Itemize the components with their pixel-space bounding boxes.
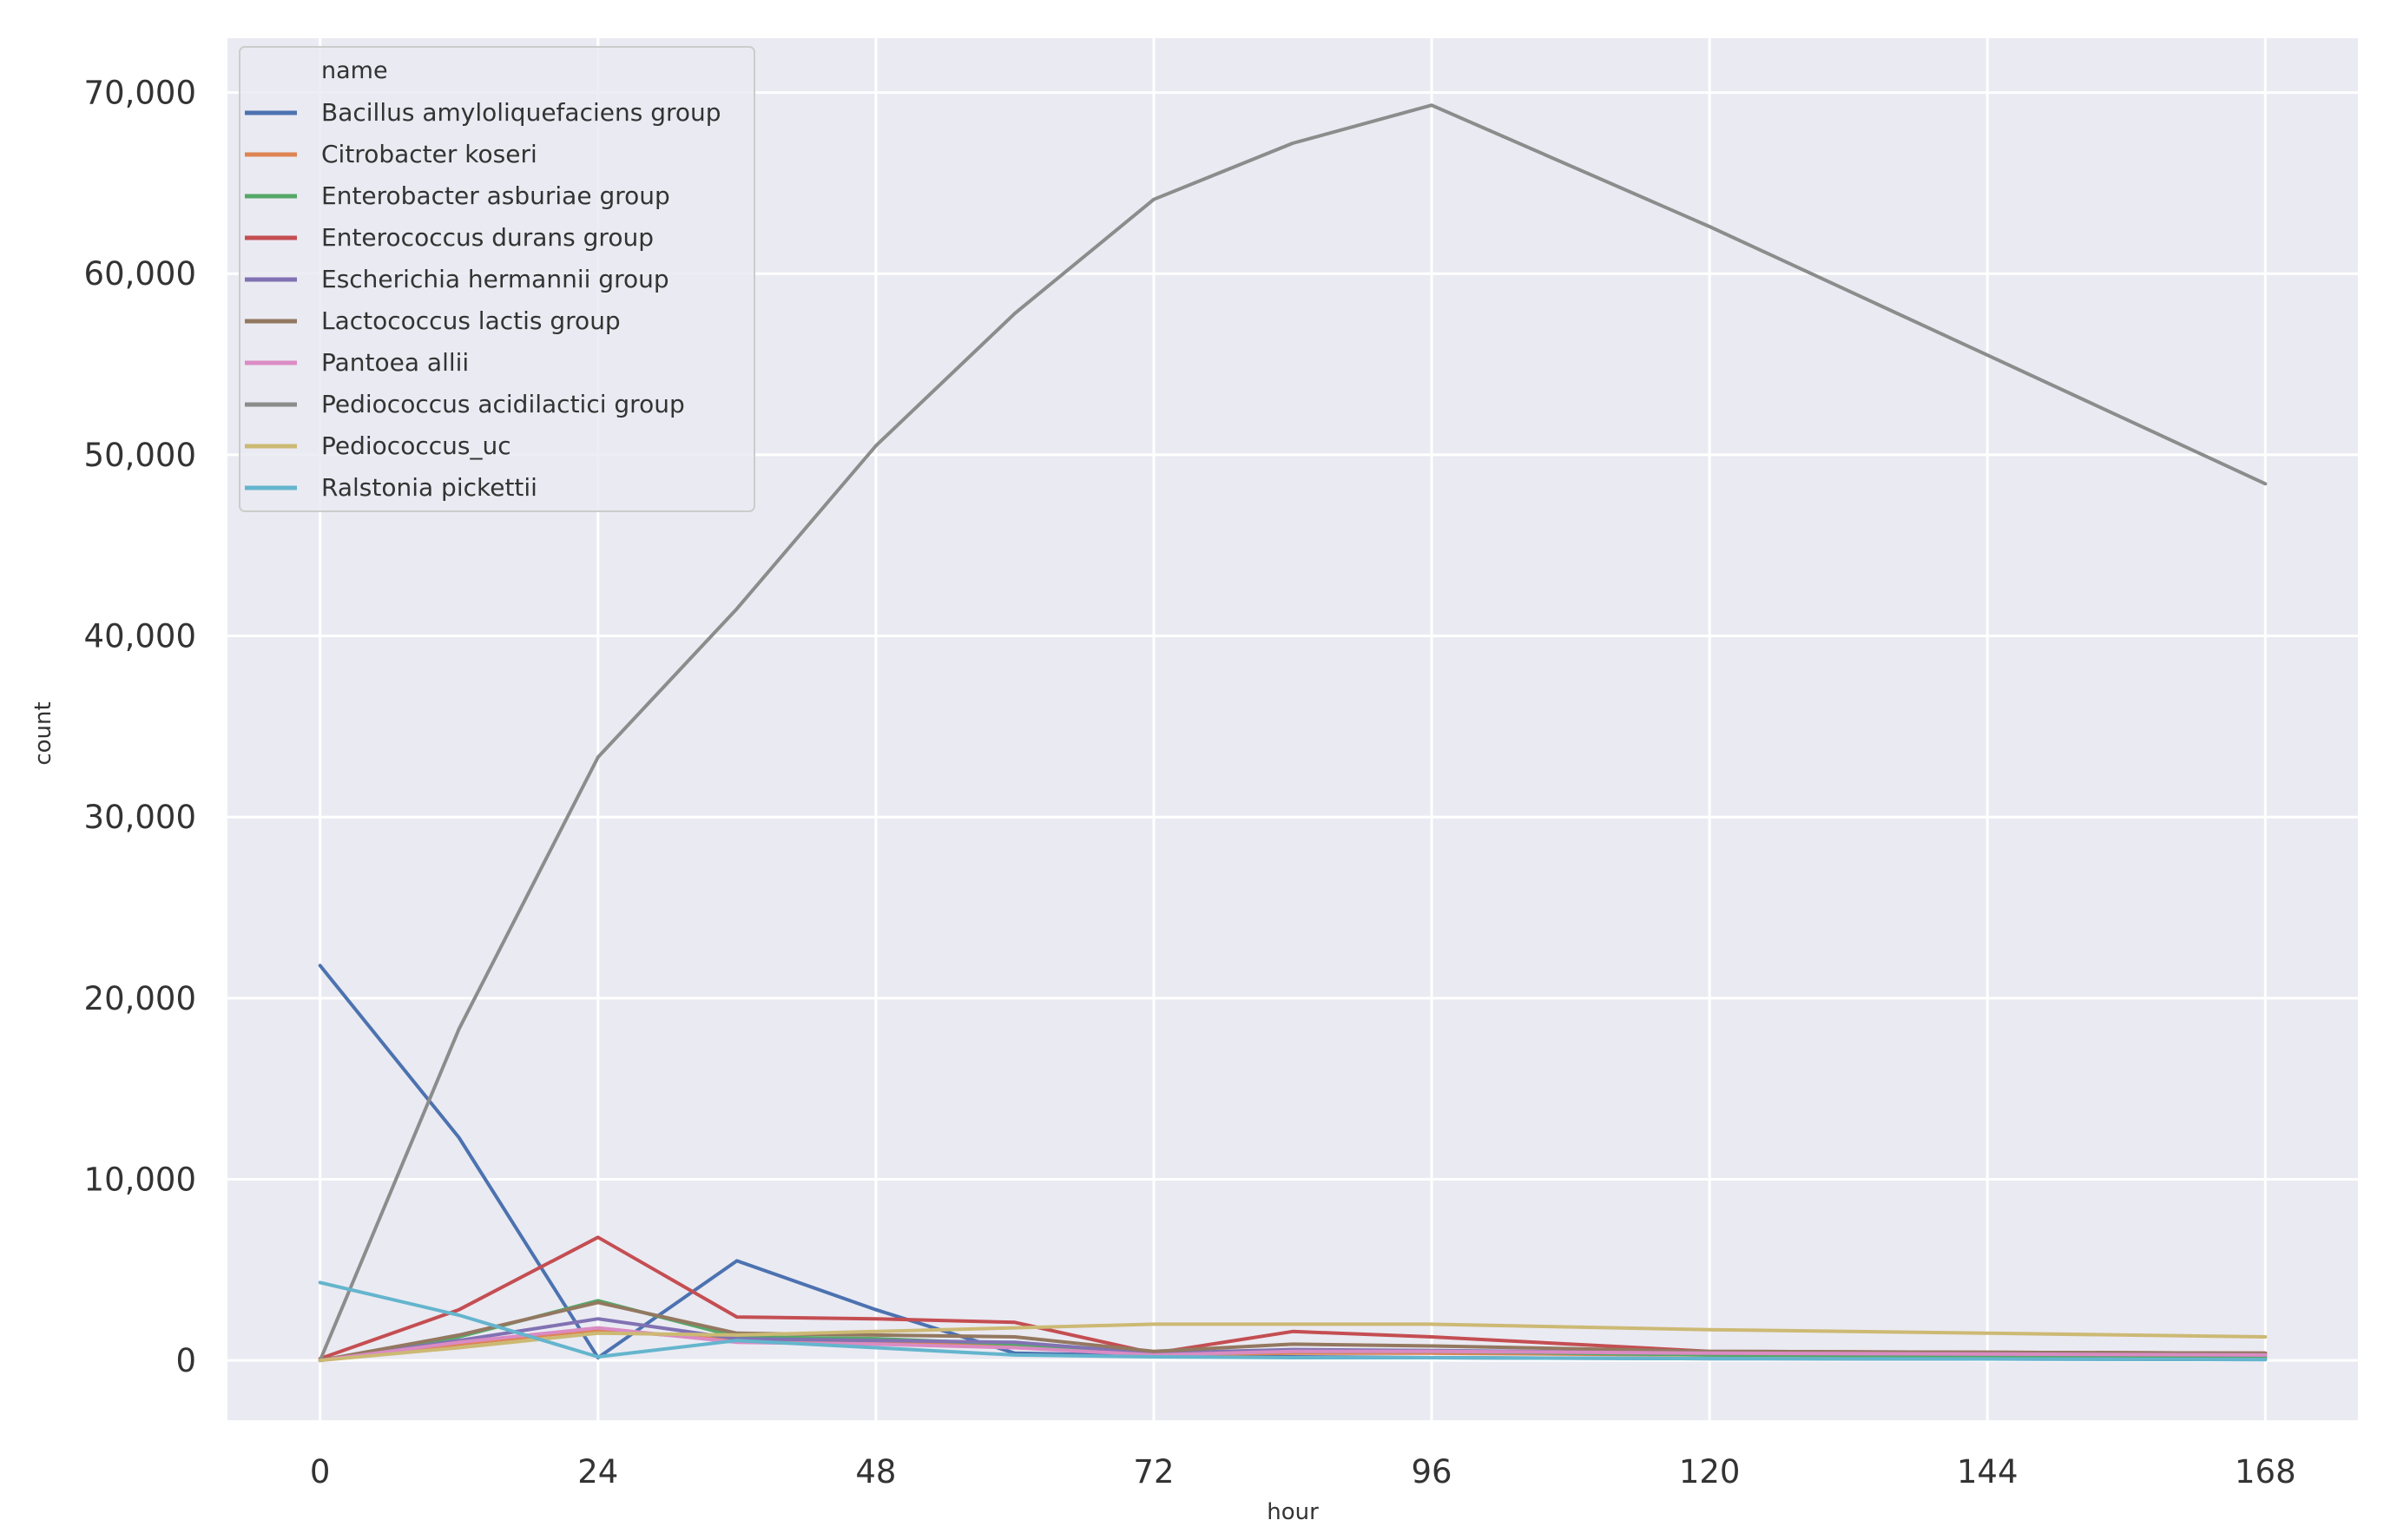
- legend-label: Enterobacter asburiae group: [321, 181, 670, 210]
- x-tick-label: 24: [577, 1453, 618, 1491]
- y-axis-label: count: [30, 701, 56, 765]
- x-tick-label: 48: [855, 1453, 896, 1491]
- legend-label: Lactococcus lactis group: [321, 306, 621, 335]
- series-line-8: [318, 1322, 2268, 1363]
- series-line-7: [318, 103, 2268, 1363]
- y-axis: 0 10,000 20,000 30,000 40,000 50,000 60,000 70,…: [84, 75, 196, 1380]
- legend-items: Bacillus amyloliquefaciens group Citrobac…: [245, 98, 721, 502]
- x-tick-label: 72: [1133, 1453, 1174, 1491]
- x-axis: 0 24 48 72 96 120 144 168: [310, 1453, 2296, 1491]
- legend-box: [239, 46, 755, 512]
- x-tick-label: 120: [1679, 1453, 1741, 1491]
- legend-label: Pediococcus_uc: [321, 431, 511, 460]
- series-lines: [318, 103, 2268, 1363]
- x-tick-label: 96: [1411, 1453, 1452, 1491]
- y-tick-label: 10,000: [84, 1161, 196, 1198]
- legend-label: Ralstonia pickettii: [321, 473, 537, 502]
- y-tick-label: 0: [175, 1342, 196, 1379]
- legend-label: Citrobacter koseri: [321, 140, 537, 168]
- y-tick-label: 20,000: [84, 980, 196, 1017]
- y-tick-label: 40,000: [84, 618, 196, 655]
- legend-label: Bacillus amyloliquefaciens group: [321, 98, 721, 127]
- legend-label: Escherichia hermannii group: [321, 265, 669, 293]
- legend-label: Enterococcus durans group: [321, 223, 654, 252]
- y-tick-label: 60,000: [84, 255, 196, 293]
- y-tick-label: 70,000: [84, 75, 196, 112]
- grid: [227, 38, 2358, 1420]
- x-axis-label: hour: [1267, 1499, 1319, 1525]
- legend-title: name: [321, 57, 388, 84]
- series-line-6: [318, 1326, 2268, 1363]
- series-line-5: [318, 1300, 2268, 1363]
- y-tick-label: 50,000: [84, 437, 196, 474]
- x-tick-label: 0: [310, 1453, 331, 1491]
- y-tick-label: 30,000: [84, 799, 196, 836]
- x-tick-label: 144: [1957, 1453, 2018, 1491]
- legend: name Bacillus amyloliquefaciens group Cit…: [239, 46, 755, 512]
- series-line-9: [318, 1280, 2268, 1362]
- legend-label: Pantoea allii: [321, 348, 469, 377]
- legend-label: Pediococcus acidilactici group: [321, 390, 685, 418]
- x-tick-label: 168: [2235, 1453, 2296, 1491]
